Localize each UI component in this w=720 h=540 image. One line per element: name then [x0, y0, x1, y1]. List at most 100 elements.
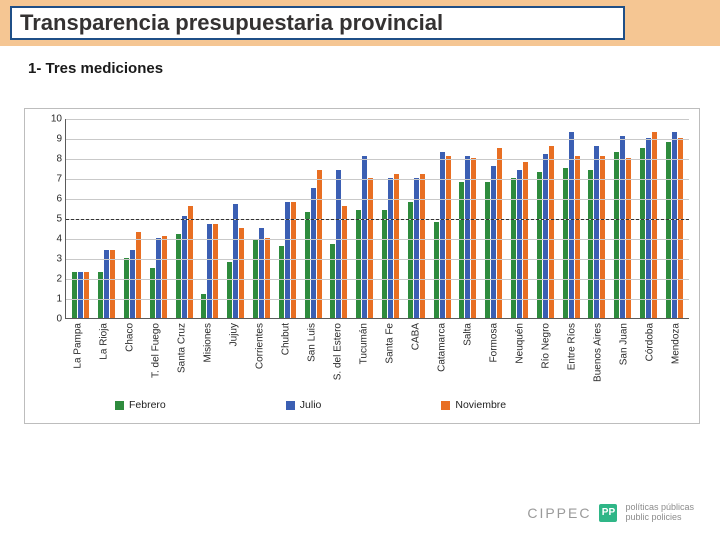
- bar: [523, 162, 528, 318]
- y-tick-label: 4: [56, 234, 62, 245]
- grid-line: [66, 179, 689, 180]
- bar: [136, 232, 141, 318]
- legend-swatch: [286, 401, 295, 410]
- bar: [342, 206, 347, 318]
- page-title: Transparencia presupuestaria provincial: [20, 10, 443, 36]
- legend: Febrero Julio Noviembre: [115, 399, 506, 411]
- bar: [465, 156, 470, 318]
- bar: [130, 250, 135, 318]
- y-tick-label: 6: [56, 194, 62, 205]
- footer-brand: CIPPEC PP políticas públicas public poli…: [527, 503, 694, 522]
- legend-item: Noviembre: [441, 399, 506, 411]
- subtitle: 1- Tres mediciones: [28, 60, 720, 77]
- legend-item: Febrero: [115, 399, 166, 411]
- bar: [588, 170, 593, 318]
- x-tick-label: Mendoza: [663, 321, 689, 393]
- bar-group: [249, 228, 275, 318]
- bar: [227, 262, 232, 318]
- bar: [394, 174, 399, 318]
- legend-swatch: [115, 401, 124, 410]
- bar: [640, 148, 645, 318]
- bar: [176, 234, 181, 318]
- bar: [362, 156, 367, 318]
- bar: [233, 204, 238, 318]
- bar-group: [403, 174, 429, 318]
- title-box: Transparencia presupuestaria provincial: [10, 6, 625, 40]
- legend-swatch: [441, 401, 450, 410]
- bar: [594, 146, 599, 318]
- bar: [317, 170, 322, 318]
- bar: [382, 210, 387, 318]
- grid-line: [66, 259, 689, 260]
- x-tick-label: Catamarca: [429, 321, 455, 393]
- x-tick-label: Buenos Aires: [585, 321, 611, 393]
- bar: [517, 170, 522, 318]
- y-tick-label: 0: [56, 314, 62, 325]
- bar-group: [352, 156, 378, 318]
- plot-area: 012345678910: [65, 119, 689, 319]
- x-tick-label: CABA: [403, 321, 429, 393]
- title-bar: Transparencia presupuestaria provincial: [0, 0, 720, 46]
- x-tick-label: Salta: [455, 321, 481, 393]
- grid-line: [66, 119, 689, 120]
- bar: [626, 158, 631, 318]
- bar: [646, 138, 651, 318]
- bar: [265, 238, 270, 318]
- bar: [497, 148, 502, 318]
- x-tick-label: San Juan: [611, 321, 637, 393]
- bar-group: [507, 162, 533, 318]
- x-tick-label: Río Negro: [533, 321, 559, 393]
- bar: [563, 168, 568, 318]
- bar: [279, 246, 284, 318]
- x-tick-label: T. del Fuego: [143, 321, 169, 393]
- x-tick-label: La Pampa: [65, 321, 91, 393]
- x-tick-label: San Luis: [299, 321, 325, 393]
- bar-group: [300, 170, 326, 318]
- y-tick-label: 9: [56, 134, 62, 145]
- bar: [614, 152, 619, 318]
- bar: [446, 156, 451, 318]
- bar: [124, 258, 129, 318]
- y-tick-label: 10: [51, 114, 62, 125]
- bar: [336, 170, 341, 318]
- bar-group: [120, 232, 146, 318]
- chart-container: 012345678910 La PampaLa RiojaChacoT. del…: [24, 108, 700, 424]
- x-tick-label: Entre Ríos: [559, 321, 585, 393]
- x-tick-label: Santa Cruz: [169, 321, 195, 393]
- grid-line: [66, 139, 689, 140]
- bar-group: [223, 204, 249, 318]
- bar: [420, 174, 425, 318]
- y-tick-label: 1: [56, 294, 62, 305]
- bar: [239, 228, 244, 318]
- bar: [201, 294, 206, 318]
- bar: [471, 158, 476, 318]
- bar: [485, 182, 490, 318]
- grid-line: [66, 159, 689, 160]
- bar: [330, 244, 335, 318]
- grid-line: [66, 279, 689, 280]
- x-tick-label: Corrientes: [247, 321, 273, 393]
- legend-item: Julio: [286, 399, 322, 411]
- bar-group: [481, 148, 507, 318]
- x-tick-label: Neuquén: [507, 321, 533, 393]
- bar: [678, 138, 683, 318]
- bar-group: [429, 152, 455, 318]
- bar-group: [94, 250, 120, 318]
- x-tick-label: Tucumán: [351, 321, 377, 393]
- legend-label: Noviembre: [455, 399, 506, 411]
- bar: [434, 222, 439, 318]
- x-tick-label: Chaco: [117, 321, 143, 393]
- bar: [182, 216, 187, 318]
- grid-line: [66, 239, 689, 240]
- bar: [549, 146, 554, 318]
- bar: [104, 250, 109, 318]
- bar-group: [171, 206, 197, 318]
- brand-name: CIPPEC: [527, 505, 591, 521]
- bar-group: [378, 174, 404, 318]
- x-tick-label: Jujuy: [221, 321, 247, 393]
- bar: [259, 228, 264, 318]
- bar-group: [610, 136, 636, 318]
- bar: [600, 156, 605, 318]
- bar: [305, 212, 310, 318]
- bar: [666, 142, 671, 318]
